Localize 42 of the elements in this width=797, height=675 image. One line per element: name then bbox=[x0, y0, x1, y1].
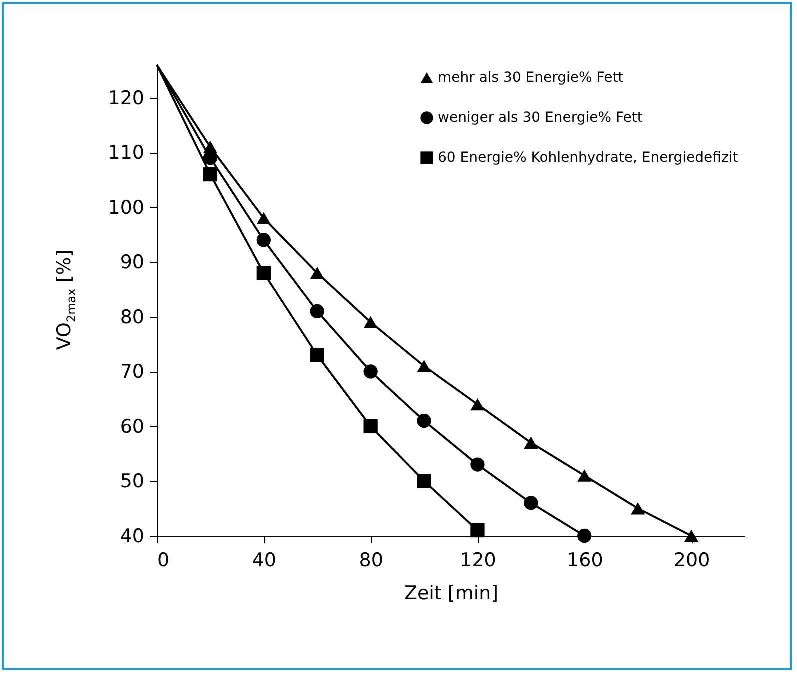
point bbox=[578, 528, 592, 544]
point bbox=[417, 474, 432, 488]
point bbox=[310, 348, 324, 362]
point bbox=[578, 470, 592, 482]
x-tick-label: 200 bbox=[674, 550, 710, 572]
point bbox=[364, 364, 378, 379]
point bbox=[256, 233, 271, 248]
y-tick-label: 120 bbox=[108, 87, 144, 110]
point bbox=[470, 398, 485, 411]
point bbox=[203, 167, 218, 182]
x-tick-label: 0 bbox=[158, 550, 170, 572]
x-tick-label: 40 bbox=[252, 550, 277, 572]
point bbox=[364, 316, 378, 329]
point bbox=[417, 360, 432, 372]
x-tick-label: 120 bbox=[460, 550, 496, 572]
point bbox=[256, 212, 271, 224]
y-tick-label: 100 bbox=[108, 196, 144, 219]
legend-label: mehr als 30 Energie% Fett bbox=[438, 70, 624, 86]
x-axis-title: Zeit [min] bbox=[404, 582, 499, 604]
point bbox=[256, 266, 271, 280]
point bbox=[631, 502, 646, 515]
point bbox=[470, 523, 485, 538]
y-tick-label: 110 bbox=[108, 142, 144, 164]
point bbox=[417, 414, 432, 428]
y-tick-label: 60 bbox=[120, 416, 144, 438]
y-tick-label: 80 bbox=[120, 306, 144, 328]
point bbox=[310, 304, 324, 319]
point bbox=[203, 151, 218, 166]
y-tick-label: 40 bbox=[120, 526, 144, 548]
point bbox=[524, 436, 538, 450]
x-tick-label: 80 bbox=[359, 550, 384, 572]
y-tick-label: 90 bbox=[120, 252, 144, 274]
x-tick-label: 160 bbox=[567, 550, 604, 572]
point bbox=[364, 419, 378, 434]
y-tick-label: 70 bbox=[120, 361, 144, 384]
legend-label: weniger als 30 Energie% Fett bbox=[438, 110, 644, 126]
point bbox=[524, 496, 538, 510]
legend-label: 60 Energie% Kohlenhydrate, Energiedefizit bbox=[438, 150, 739, 166]
point bbox=[684, 530, 699, 542]
point bbox=[310, 266, 324, 280]
y-tick-label: 50 bbox=[120, 470, 144, 493]
point bbox=[470, 458, 485, 472]
